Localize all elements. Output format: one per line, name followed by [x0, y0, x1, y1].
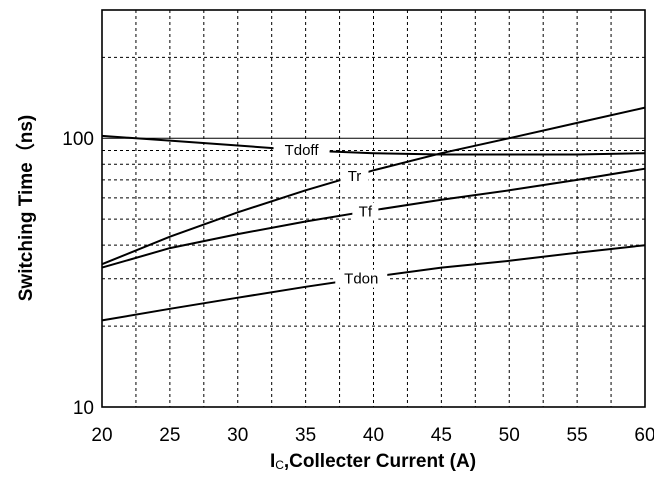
x-axis-title-subscript: C [275, 458, 284, 472]
series-label-tr: Tr [348, 168, 362, 185]
x-axis-title-rest: ,Collecter Current (A) [284, 451, 476, 472]
x-axis-title-prefix: I [270, 451, 275, 472]
series-line-tdoff [101, 134, 646, 156]
x-tick-label: 35 [295, 425, 316, 446]
series-label-tf: Tf [359, 204, 373, 221]
x-tick-label: 30 [227, 425, 248, 446]
y-tick-label: 10 [73, 398, 94, 419]
x-tick-label: 25 [159, 425, 180, 446]
x-tick-label: 20 [91, 425, 112, 446]
x-tick-label: 55 [567, 425, 588, 446]
series-label-background [335, 269, 388, 288]
series-label-background [340, 166, 369, 185]
series-label-tdon: Tdon [344, 271, 378, 288]
series-labels: Tdoff Tr Tf Tdon [273, 141, 388, 288]
x-tick-label: 45 [431, 425, 452, 446]
x-tick-label: 60 [634, 425, 654, 446]
series-label-tdoff: Tdoff [285, 142, 320, 159]
x-tick-label: 50 [499, 425, 520, 446]
y-axis-title: Switching Time（ns) [14, 115, 37, 302]
series-line-tr [101, 106, 646, 266]
x-tick-label: 40 [363, 425, 384, 446]
series-label-background [352, 202, 379, 221]
x-tick-labels: 20 25 30 35 40 45 50 55 60 [91, 425, 654, 446]
y-tick-labels: 10 100 [62, 129, 94, 419]
x-axis-title: IC,Collecter Current (A) [270, 451, 476, 472]
plot-frame [101, 9, 646, 408]
series-label-background [273, 141, 330, 160]
y-tick-label: 100 [62, 129, 94, 150]
